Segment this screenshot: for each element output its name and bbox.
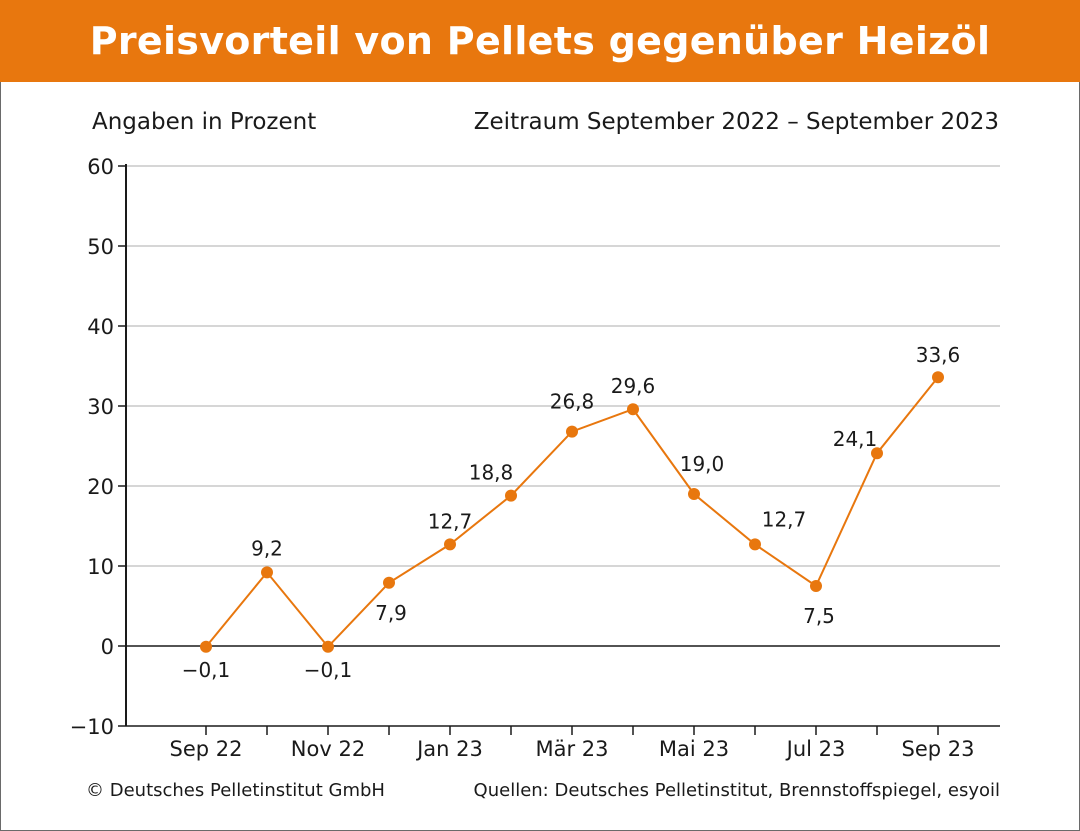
data-point	[383, 576, 395, 589]
data-label: 19,0	[680, 452, 725, 476]
data-label: 7,9	[375, 601, 407, 625]
unit-label: Angaben in Prozent	[92, 109, 317, 135]
data-label: 24,1	[833, 427, 878, 451]
data-label: 26,8	[550, 390, 595, 414]
data-label: −0,1	[182, 658, 231, 682]
x-tick-label: Mär 23	[535, 737, 608, 761]
data-label: 9,2	[251, 536, 283, 560]
data-label: 12,7	[428, 509, 473, 533]
data-label: 29,6	[611, 374, 656, 398]
data-point	[688, 488, 700, 500]
y-tick-label: 0	[101, 635, 114, 659]
data-point	[322, 640, 334, 653]
x-tick-label: Mai 23	[659, 737, 729, 761]
x-tick-label: Sep 22	[170, 737, 243, 761]
data-point	[932, 371, 944, 384]
data-label: 33,6	[916, 343, 961, 367]
y-tick-label: 50	[87, 235, 114, 259]
data-label: −0,1	[304, 658, 353, 682]
y-tick-label: 30	[87, 395, 114, 419]
data-label: 12,7	[762, 507, 807, 531]
x-tick-label: Jul 23	[785, 737, 846, 761]
data-label: 7,5	[803, 604, 835, 628]
x-tick-label: Jan 23	[415, 737, 483, 761]
x-tick-label: Sep 23	[902, 737, 975, 761]
source-note: Quellen: Deutsches Pelletinstitut, Brenn…	[473, 780, 1000, 801]
y-tick-label: 60	[87, 155, 114, 179]
data-point	[444, 538, 456, 551]
y-tick-label: −10	[70, 715, 114, 739]
title-banner: Preisvorteil von Pellets gegenüber Heizö…	[0, 0, 1080, 82]
y-tick-label: 40	[87, 315, 114, 339]
chart-title: Preisvorteil von Pellets gegenüber Heizö…	[89, 19, 991, 63]
x-tick-label: Nov 22	[291, 737, 365, 761]
y-tick-label: 20	[87, 475, 114, 499]
data-point	[871, 447, 883, 460]
copyright-note: © Deutsches Pelletinstitut GmbH	[86, 780, 385, 801]
period-label: Zeitraum September 2022 – September 2023	[473, 109, 999, 135]
data-point	[261, 566, 273, 579]
data-point	[566, 425, 578, 438]
y-tick-label: 10	[87, 555, 114, 579]
data-point	[200, 640, 212, 653]
data-point	[749, 538, 761, 551]
data-point	[505, 489, 517, 502]
data-point	[810, 580, 822, 592]
data-label: 18,8	[469, 461, 514, 485]
data-point	[627, 403, 639, 416]
